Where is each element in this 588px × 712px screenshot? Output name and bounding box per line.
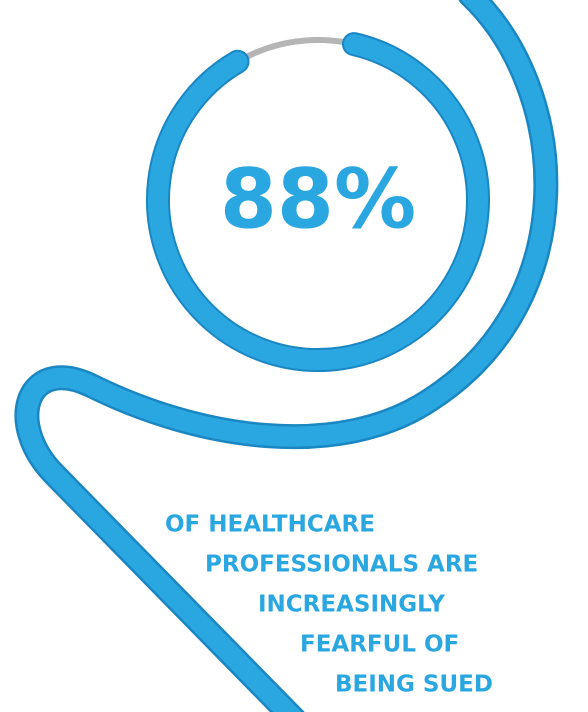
caption: OF HEALTHCARE PROFESSIONALS ARE INCREASING… — [165, 512, 493, 698]
caption-line: FEARFUL OF — [300, 632, 459, 658]
caption-line: BEING SUED — [335, 672, 493, 698]
caption-line: INCREASINGLY — [258, 592, 445, 618]
swoosh — [17, 0, 556, 712]
ring-value — [148, 34, 488, 370]
caption-line: OF HEALTHCARE — [165, 512, 375, 538]
caption-line: PROFESSIONALS ARE — [205, 552, 478, 578]
percent-label: 88% — [220, 152, 416, 247]
ring — [146, 32, 490, 372]
